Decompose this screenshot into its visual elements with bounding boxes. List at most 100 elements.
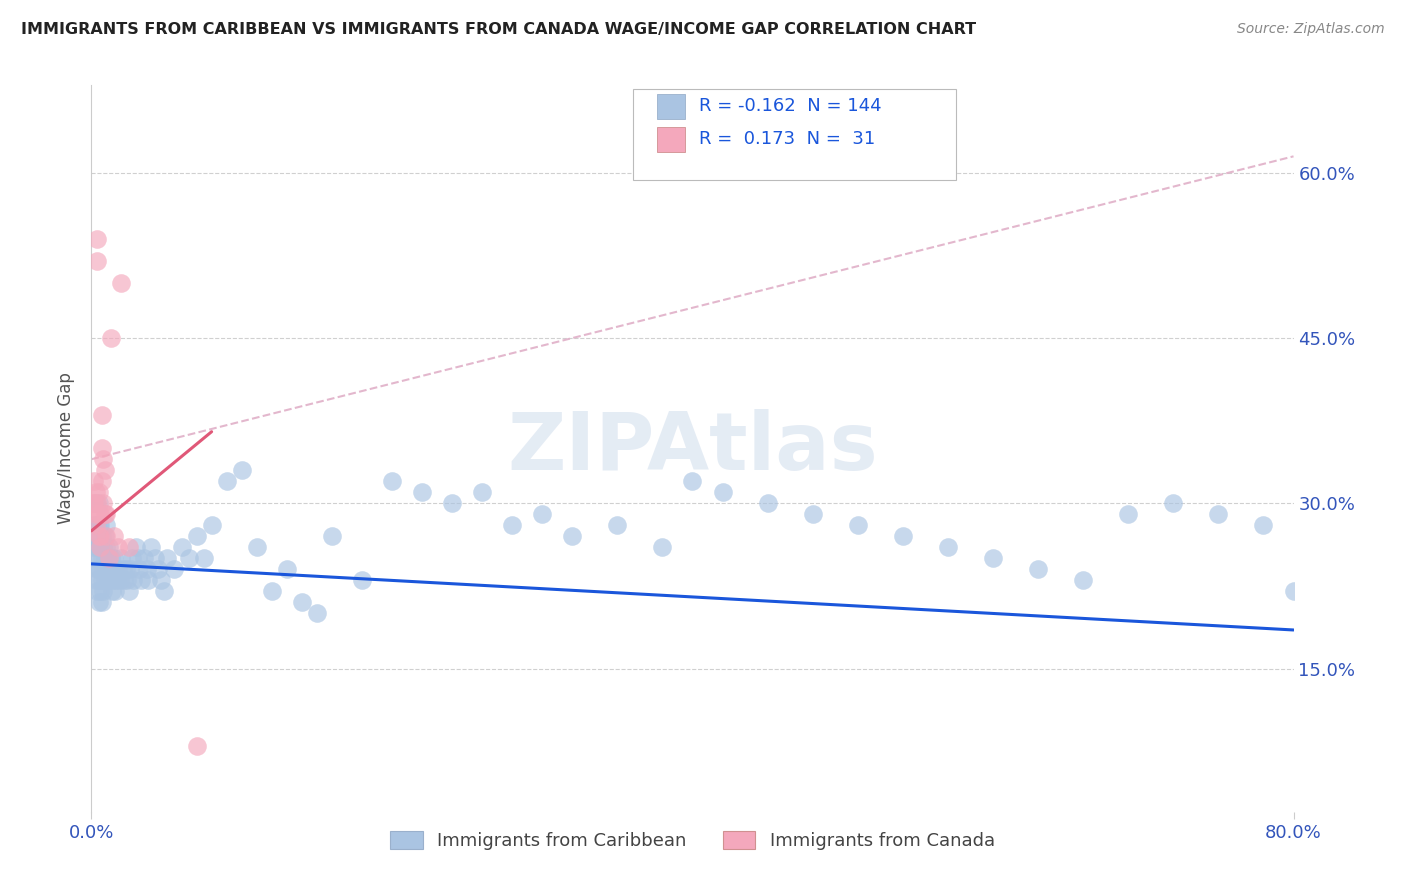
- Point: [96, 518, 118, 533]
- Point: [82, 541, 104, 555]
- Point: [86, 232, 108, 246]
- Point: [440, 496, 463, 510]
- Point: [138, 574, 160, 588]
- Point: [801, 508, 824, 522]
- Point: [291, 595, 314, 609]
- Point: [93, 452, 115, 467]
- Point: [84, 485, 107, 500]
- Point: [350, 574, 373, 588]
- Point: [84, 518, 107, 533]
- Point: [120, 562, 142, 576]
- Point: [170, 541, 193, 555]
- Point: [104, 584, 127, 599]
- Point: [89, 562, 111, 576]
- Point: [114, 574, 136, 588]
- Point: [193, 551, 215, 566]
- Point: [231, 463, 253, 477]
- Point: [128, 562, 150, 576]
- Point: [105, 574, 128, 588]
- Point: [87, 562, 110, 576]
- Point: [96, 529, 118, 543]
- Point: [163, 562, 186, 576]
- Point: [90, 595, 112, 609]
- Text: Source: ZipAtlas.com: Source: ZipAtlas.com: [1237, 22, 1385, 37]
- Legend: Immigrants from Caribbean, Immigrants from Canada: Immigrants from Caribbean, Immigrants fr…: [382, 823, 1002, 857]
- Point: [186, 529, 208, 543]
- Point: [118, 584, 141, 599]
- Point: [87, 508, 110, 522]
- Point: [87, 485, 110, 500]
- Point: [152, 584, 174, 599]
- Point: [82, 496, 104, 510]
- Point: [101, 584, 124, 599]
- Point: [87, 518, 110, 533]
- Point: [110, 276, 132, 290]
- Point: [101, 562, 124, 576]
- Point: [86, 496, 108, 510]
- Point: [103, 551, 125, 566]
- Point: [149, 574, 172, 588]
- Point: [96, 508, 118, 522]
- Point: [94, 551, 117, 566]
- Point: [83, 496, 105, 510]
- Point: [321, 529, 343, 543]
- Point: [89, 529, 111, 543]
- Point: [1161, 496, 1184, 510]
- Point: [83, 475, 105, 489]
- Point: [103, 529, 125, 543]
- Text: R =  0.173  N =  31: R = 0.173 N = 31: [699, 130, 875, 148]
- Point: [94, 529, 117, 543]
- Point: [100, 551, 122, 566]
- Point: [90, 529, 112, 543]
- Point: [1282, 584, 1305, 599]
- Point: [94, 574, 117, 588]
- Point: [83, 551, 105, 566]
- Text: ZIPAtlas: ZIPAtlas: [508, 409, 877, 487]
- Point: [129, 574, 152, 588]
- Point: [103, 574, 125, 588]
- Y-axis label: Wage/Income Gap: Wage/Income Gap: [58, 372, 76, 524]
- Point: [83, 529, 105, 543]
- Point: [501, 518, 523, 533]
- Point: [260, 584, 283, 599]
- Point: [651, 541, 673, 555]
- Point: [86, 584, 108, 599]
- Point: [305, 607, 328, 621]
- Point: [1208, 508, 1230, 522]
- Point: [98, 551, 121, 566]
- Point: [84, 529, 107, 543]
- Point: [107, 541, 129, 555]
- Point: [146, 562, 169, 576]
- Point: [143, 551, 166, 566]
- Point: [96, 562, 118, 576]
- Point: [84, 508, 107, 522]
- Point: [100, 574, 122, 588]
- Point: [104, 562, 127, 576]
- Point: [93, 584, 115, 599]
- Point: [100, 331, 122, 345]
- Point: [84, 551, 107, 566]
- Point: [1116, 508, 1139, 522]
- Point: [98, 541, 121, 555]
- Point: [471, 485, 494, 500]
- Point: [90, 551, 112, 566]
- Point: [94, 463, 117, 477]
- Point: [531, 508, 554, 522]
- Point: [87, 529, 110, 543]
- Point: [122, 574, 145, 588]
- Point: [846, 518, 869, 533]
- Point: [86, 562, 108, 576]
- Point: [108, 574, 131, 588]
- Point: [86, 541, 108, 555]
- Point: [756, 496, 779, 510]
- Point: [96, 541, 118, 555]
- Point: [86, 254, 108, 268]
- Point: [86, 518, 108, 533]
- Point: [93, 541, 115, 555]
- Point: [110, 551, 132, 566]
- Point: [115, 562, 138, 576]
- Point: [94, 508, 117, 522]
- Point: [681, 475, 703, 489]
- Point: [981, 551, 1004, 566]
- Point: [98, 562, 121, 576]
